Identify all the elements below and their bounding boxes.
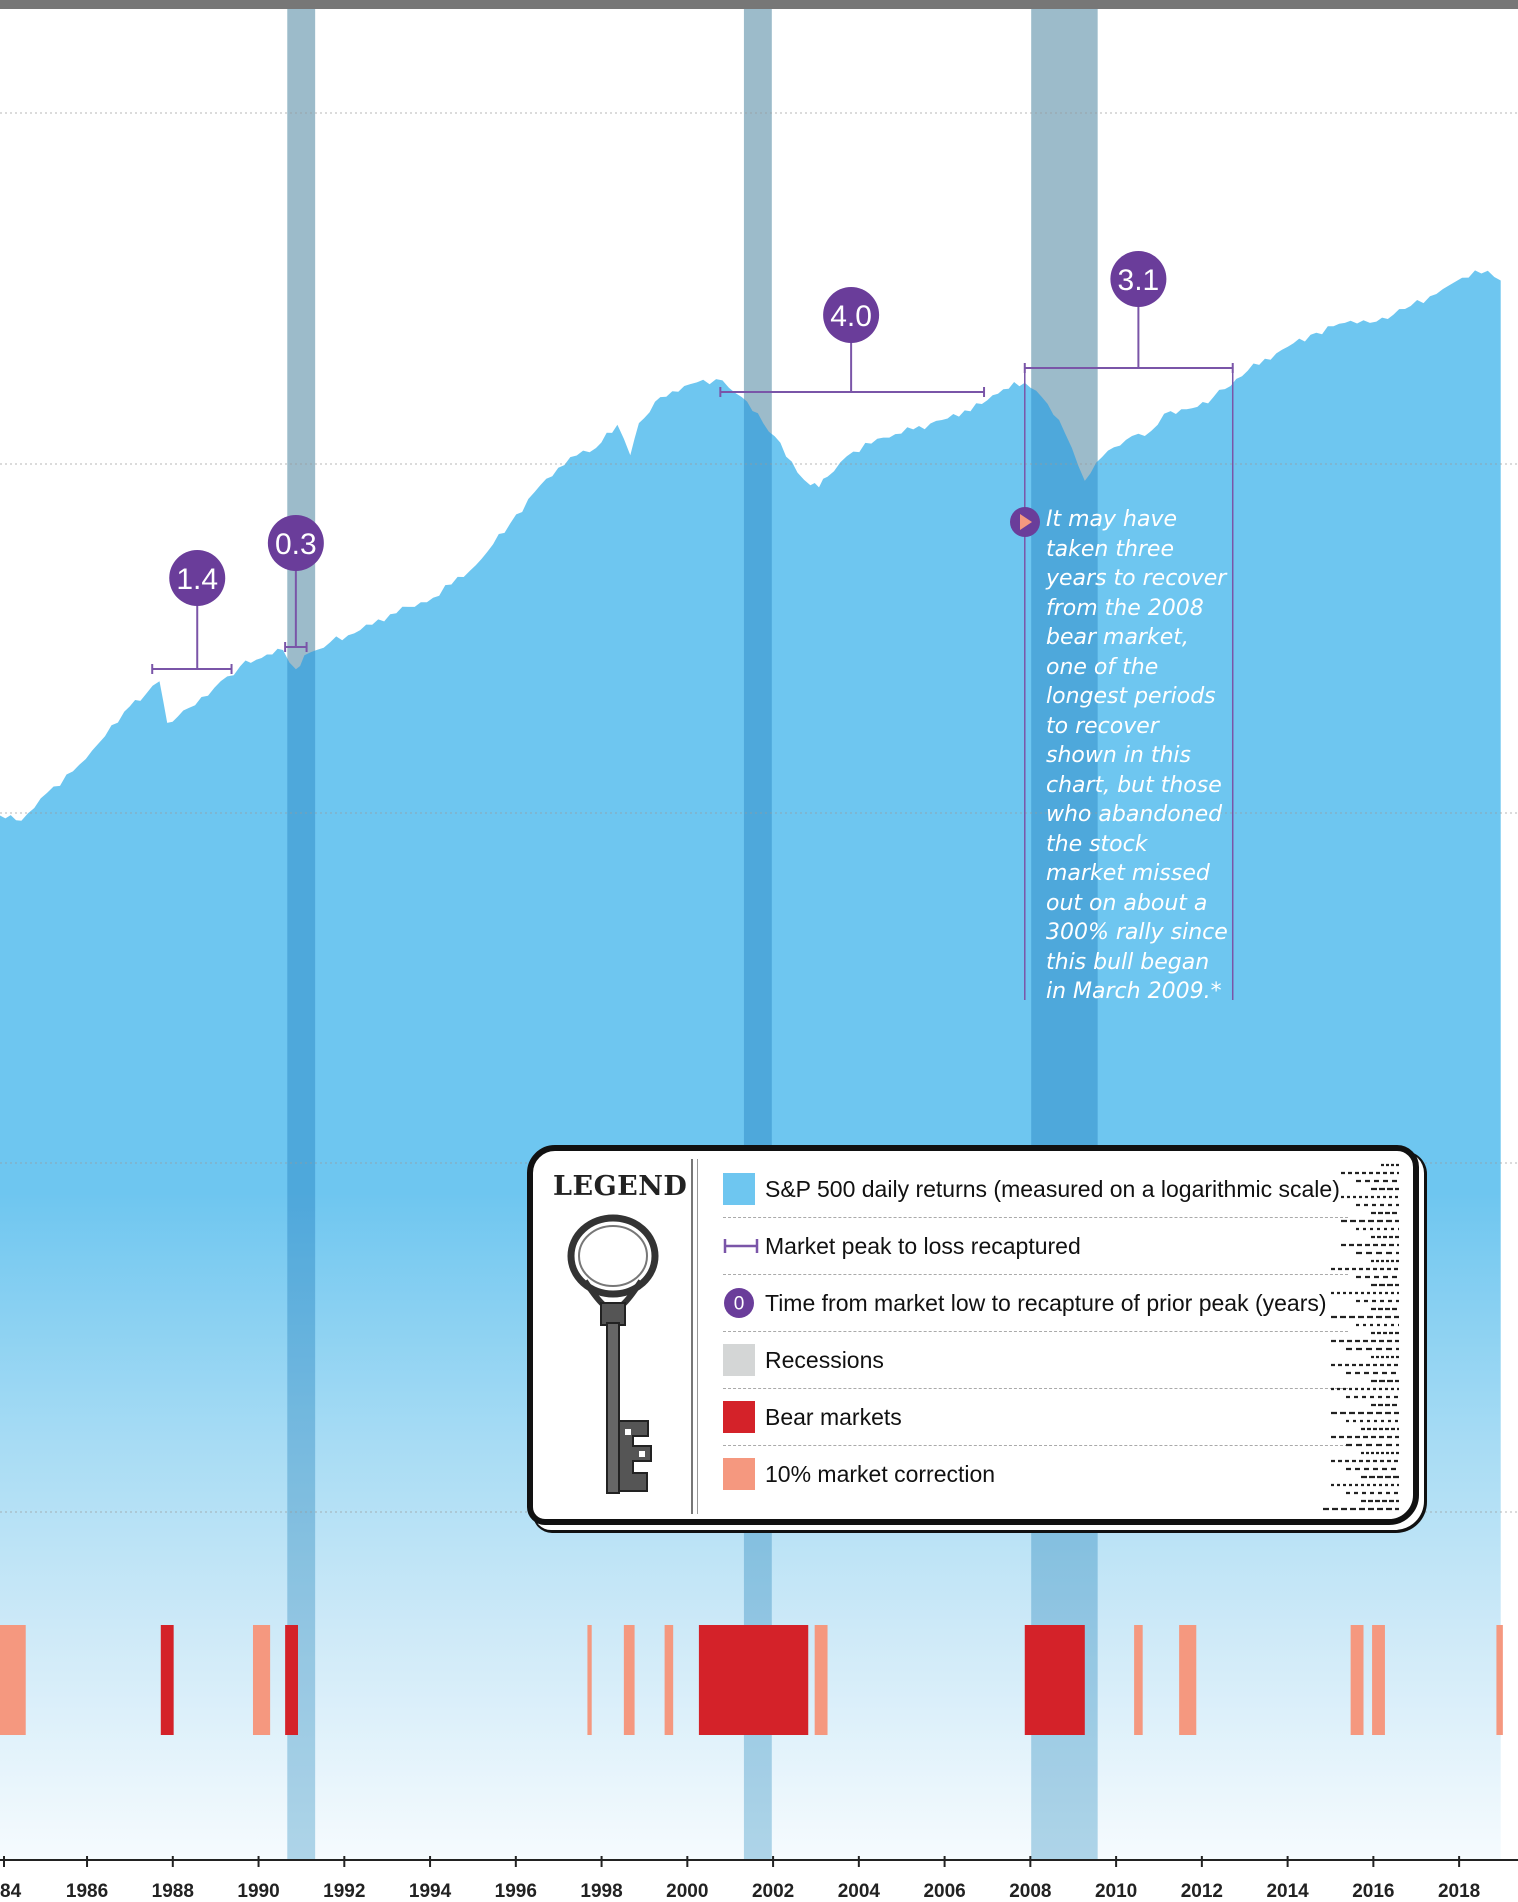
legend-list: S&P 500 daily returns (measured on a log…	[723, 1161, 1348, 1502]
recession-overlay	[743, 9, 772, 1860]
x-tick-label: 1986	[66, 1881, 108, 1902]
legend-label: Time from market low to recapture of pri…	[765, 1289, 1327, 1316]
annotation-line: one of the	[1046, 654, 1159, 680]
annotation-line: bear market,	[1046, 625, 1189, 650]
recovery-badge-label: 0.3	[275, 528, 317, 561]
correction-bar	[664, 1625, 674, 1735]
recession-swatch	[723, 1344, 755, 1376]
correction-swatch	[723, 1458, 755, 1490]
correction-bar	[1496, 1625, 1503, 1735]
legend-divider	[691, 1159, 693, 1514]
legend-item-sp500: S&P 500 daily returns (measured on a log…	[723, 1161, 1348, 1218]
bear-market-bar	[698, 1625, 809, 1735]
recovery-badge	[267, 515, 324, 571]
x-tick-label: 1996	[495, 1881, 537, 1902]
recovery-badge-label: 1.4	[176, 563, 218, 596]
recovery-badge	[823, 287, 880, 343]
annotation-line: It may have	[1046, 507, 1178, 532]
sp500-swatch	[723, 1173, 755, 1205]
x-tick-label: 1988	[152, 1881, 194, 1902]
legend: LEGEND S&P 500 daily returns (measured o…	[527, 1145, 1419, 1525]
correction-bar	[1372, 1625, 1385, 1735]
top-bar	[0, 0, 1518, 9]
correction-bar	[587, 1625, 592, 1735]
recovery-badge	[169, 550, 226, 606]
bear-market-bar	[1024, 1625, 1085, 1735]
recession-overlay	[287, 9, 316, 1860]
correction-bar	[1179, 1625, 1197, 1735]
x-tick-label: 2014	[1266, 1881, 1309, 1902]
annotation-line: who abandoned	[1046, 802, 1223, 827]
recovery-badge	[1110, 251, 1167, 307]
annotation-line: in March 2009.*	[1046, 979, 1222, 1004]
recovery-badge-label: 4.0	[830, 300, 872, 333]
correction-bar	[1134, 1625, 1143, 1735]
annotation-line: 300% rally since	[1046, 920, 1228, 945]
bracket-icon	[723, 1239, 759, 1253]
x-tick-label: 1992	[323, 1881, 365, 1902]
x-tick-label: 84	[0, 1881, 22, 1902]
annotation-line: chart, but those	[1046, 772, 1222, 798]
annotation-line: shown in this	[1046, 743, 1191, 768]
legend-item-peak-to-loss: Market peak to loss recaptured	[723, 1218, 1348, 1275]
legend-label: Recessions	[765, 1346, 884, 1373]
correction-bar	[1350, 1625, 1364, 1735]
correction-bar	[252, 1625, 271, 1735]
x-tick-label: 2008	[1009, 1881, 1051, 1902]
badge-icon: 0	[724, 1288, 754, 1318]
annotation-text: It may have taken three years to recover fr…	[1046, 505, 1246, 1007]
correction-bar	[0, 1625, 26, 1735]
x-tick-label: 2002	[752, 1881, 794, 1902]
correction-bar	[814, 1625, 828, 1735]
legend-label: Bear markets	[765, 1403, 902, 1430]
correction-bar	[623, 1625, 635, 1735]
annotation-line: this bull began	[1046, 949, 1210, 975]
legend-item-corrections: 10% market correction	[723, 1446, 1348, 1502]
legend-divider	[697, 1159, 698, 1514]
x-tick-label: 2004	[838, 1881, 881, 1902]
bear-market-bar	[160, 1625, 174, 1735]
recovery-badge-label: 3.1	[1118, 264, 1160, 297]
legend-item-recovery-time: 0 Time from market low to recapture of p…	[723, 1275, 1348, 1332]
x-tick-label: 2018	[1438, 1881, 1480, 1902]
bear-market-bar	[285, 1625, 298, 1735]
bear-swatch	[723, 1401, 755, 1433]
annotation-line: years to recover	[1046, 566, 1227, 591]
x-tick-label: 2006	[923, 1881, 965, 1902]
annotation-line: the stock	[1046, 831, 1148, 857]
annotation-line: taken three	[1046, 536, 1175, 562]
legend-item-bear-markets: Bear markets	[723, 1389, 1348, 1446]
x-tick-label: 1990	[237, 1881, 279, 1902]
legend-item-recessions: Recessions	[723, 1332, 1348, 1389]
annotation-line: to recover	[1046, 713, 1159, 739]
scribble-decoration	[1323, 1163, 1399, 1511]
annotation-line: out on about a	[1046, 890, 1208, 916]
x-tick-label: 1994	[409, 1881, 452, 1902]
annotation-line: longest periods	[1046, 684, 1216, 709]
x-tick-label: 2010	[1095, 1881, 1137, 1902]
annotation-pointer-arrow	[1020, 514, 1032, 530]
annotation-line: market missed	[1046, 861, 1210, 886]
legend-label: Market peak to loss recaptured	[765, 1232, 1081, 1259]
annotation-line: from the 2008	[1046, 595, 1204, 621]
x-tick-label: 1998	[580, 1881, 622, 1902]
legend-label: 10% market correction	[765, 1460, 996, 1487]
x-tick-label: 2016	[1352, 1881, 1394, 1902]
legend-title: LEGEND	[553, 1171, 688, 1202]
legend-label: S&P 500 daily returns (measured on a log…	[765, 1175, 1340, 1202]
x-tick-label: 2000	[666, 1881, 708, 1902]
recession-overlay	[1031, 9, 1098, 1860]
key-icon	[567, 1214, 659, 1494]
x-tick-label: 2012	[1181, 1881, 1223, 1902]
badge-icon-text: 0	[734, 1294, 745, 1315]
